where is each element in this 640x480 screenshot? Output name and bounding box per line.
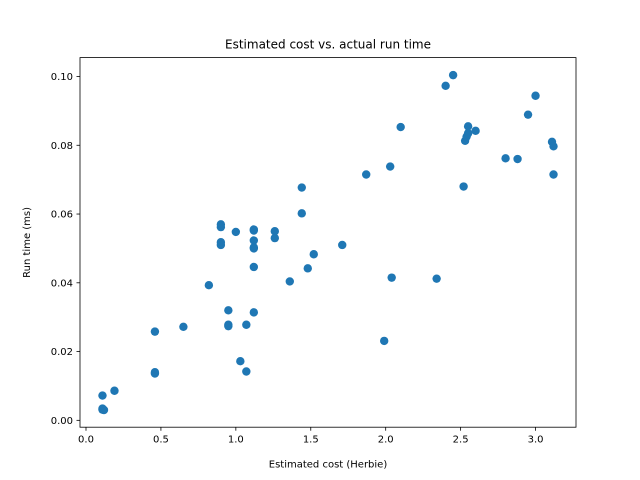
data-point-27: [249, 308, 259, 317]
data-point-36: [362, 170, 371, 179]
data-point-4: [110, 386, 119, 395]
y-axis-ticks: 0.00 0.02 0.04 0.06 0.08 0.10: [51, 72, 80, 427]
plot-frame: [79, 57, 577, 428]
y-tick-label: 0.10: [51, 72, 73, 83]
y-tick-label: 0.04: [51, 278, 73, 289]
x-axis-title: Estimated cost (Herbie): [269, 460, 388, 471]
data-point-43: [448, 70, 458, 80]
chart-title: Estimated cost vs. actual run time: [225, 38, 431, 52]
data-point-9: [204, 281, 214, 290]
data-point-31: [297, 183, 306, 192]
data-point-51: [513, 154, 522, 164]
data-point-29: [270, 233, 279, 243]
data-point-33: [303, 264, 312, 273]
data-point-39: [387, 273, 396, 282]
data-point-42: [441, 81, 450, 90]
data-point-23: [249, 236, 259, 245]
y-tick-label: 0.02: [51, 347, 73, 358]
data-point-11: [216, 222, 226, 232]
data-point-19: [242, 320, 251, 329]
data-point-28: [270, 227, 279, 236]
y-tick-label: 0.06: [51, 210, 73, 221]
data-point-8: [179, 322, 188, 332]
data-point-20: [242, 367, 251, 376]
data-point-16: [224, 321, 233, 331]
x-axis-ticks: 0.0 0.5 1.0 1.5 2.0 2.5 3.0: [78, 427, 543, 446]
data-point-17: [231, 227, 241, 237]
data-point-26: [249, 262, 259, 272]
x-tick-label: 1.5: [303, 435, 319, 446]
data-point-32: [297, 209, 306, 218]
data-point-37: [379, 336, 389, 346]
data-point-34: [309, 250, 318, 259]
data-point-44: [459, 182, 468, 191]
data-point-6: [150, 369, 160, 378]
data-point-55: [549, 142, 558, 151]
x-tick-label: 2.5: [453, 435, 469, 446]
data-point-52: [523, 110, 533, 119]
x-tick-label: 2.0: [378, 435, 394, 446]
data-point-56: [549, 170, 558, 179]
data-point-47: [463, 122, 473, 131]
points-layer: [98, 70, 558, 415]
data-point-38: [385, 162, 395, 171]
x-tick-label: 0.0: [78, 435, 94, 446]
x-tick-label: 3.0: [528, 435, 544, 446]
data-point-3: [98, 391, 107, 400]
y-tick-label: 0.08: [51, 141, 73, 152]
data-point-40: [396, 122, 405, 132]
data-point-14: [224, 306, 233, 315]
data-point-41: [432, 274, 441, 283]
data-point-2: [99, 405, 109, 415]
x-tick-label: 1.0: [228, 435, 244, 446]
data-point-48: [463, 129, 473, 138]
x-tick-label: 0.5: [153, 435, 169, 446]
data-point-35: [338, 240, 347, 250]
data-point-50: [501, 154, 510, 163]
data-point-13: [216, 240, 226, 250]
data-point-53: [531, 91, 540, 100]
data-point-25: [249, 244, 259, 253]
y-axis-title: Run time (ms): [22, 207, 33, 278]
data-point-18: [236, 356, 245, 366]
data-point-49: [471, 126, 480, 136]
data-point-22: [249, 226, 259, 235]
data-point-30: [285, 277, 294, 286]
data-point-7: [150, 327, 160, 336]
y-tick-label: 0.00: [51, 416, 73, 427]
